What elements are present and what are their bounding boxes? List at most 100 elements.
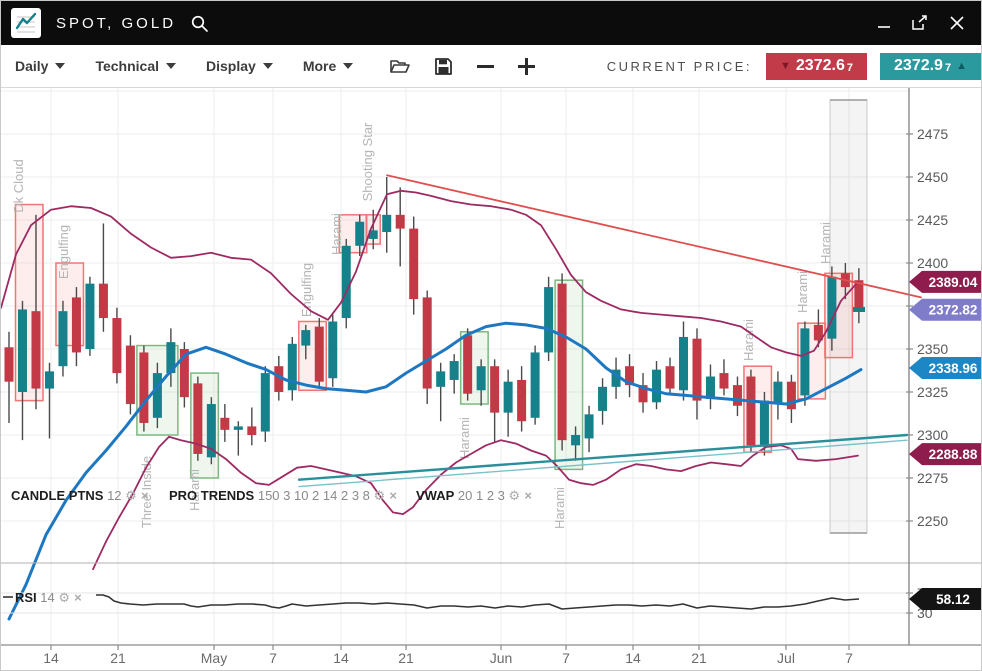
x-axis-label: 14 <box>43 650 59 666</box>
current-price-label: CURRENT PRICE: <box>606 58 752 74</box>
rsi-badge-value: 58.12 <box>936 592 970 607</box>
y-axis-label: 2300 <box>917 427 948 443</box>
candle-bull <box>503 381 513 413</box>
ask-price-badge: 2372.9 7 ▲ <box>880 52 981 80</box>
candle-bear <box>31 311 41 389</box>
y-axis-label: 2425 <box>917 212 948 228</box>
trendline <box>386 174 922 299</box>
chart-svg[interactable]: 2475245024252400237523502325230022752250… <box>1 88 982 671</box>
zoom-out-icon[interactable] <box>477 64 495 68</box>
candle-bear <box>193 383 203 454</box>
y-axis-label: 2350 <box>917 341 948 357</box>
indicator-label[interactable]: CANDLE PTNS 12 ⚙ × <box>11 488 149 504</box>
price-badge <box>909 356 981 379</box>
y-axis-label: 2325 <box>917 384 948 400</box>
bid-price-pip: 7 <box>846 61 853 74</box>
candle-bear <box>125 345 135 405</box>
indicator-label[interactable]: VWAP 20 1 2 3 ⚙ × <box>416 488 532 504</box>
close-icon: × <box>389 488 397 503</box>
y-axis-label: 2450 <box>917 169 948 185</box>
candle-bull <box>44 371 54 389</box>
menu-technical[interactable]: Technical <box>95 58 177 74</box>
last-price-tick <box>853 306 865 312</box>
candle-bear <box>139 352 149 423</box>
candle-bull <box>449 361 459 380</box>
menu-daily[interactable]: Daily <box>15 58 66 74</box>
y-axis-label: 2400 <box>917 255 948 271</box>
vwap-line <box>297 433 909 481</box>
candle-bull <box>800 328 810 396</box>
candle-bull <box>301 330 311 346</box>
chart-area[interactable]: 2475245024252400237523502325230022752250… <box>1 88 982 671</box>
menu-display[interactable]: Display <box>206 58 273 74</box>
search-icon[interactable] <box>190 14 209 33</box>
upper-band-line <box>1 189 859 357</box>
y-axis-label: 2250 <box>917 513 948 529</box>
open-file-icon[interactable] <box>389 57 411 75</box>
candle-bear <box>112 318 122 374</box>
pattern-annotation: Harami <box>818 222 833 264</box>
save-icon[interactable] <box>434 57 453 76</box>
zoom-in-icon[interactable] <box>518 57 536 75</box>
chevron-down-icon <box>343 63 354 69</box>
candle-bear <box>490 366 500 413</box>
arrow-down-icon: ▼ <box>780 59 791 72</box>
candle-bull <box>368 230 378 239</box>
candle-bear <box>719 373 729 389</box>
x-axis-label: 14 <box>333 650 349 666</box>
window-title: SPOT, GOLD <box>56 14 177 32</box>
chevron-down-icon <box>262 63 273 69</box>
menu-more-label: More <box>302 58 337 74</box>
chevron-down-icon <box>55 63 66 69</box>
menu-more[interactable]: More <box>302 58 354 74</box>
close-button[interactable] <box>949 15 965 31</box>
indicator-label[interactable]: RSI 14 ⚙ × <box>15 590 82 606</box>
x-axis-label: May <box>201 650 227 666</box>
candle-bear <box>220 417 230 430</box>
gear-icon: ⚙ <box>58 591 74 606</box>
price-badge-value: 2288.88 <box>929 447 978 462</box>
lower-band-line <box>92 435 859 571</box>
candle-bull <box>611 369 621 387</box>
pattern-annotation: Harami <box>552 487 567 529</box>
candle-bear <box>4 347 14 382</box>
gear-icon: ⚙ <box>125 489 141 504</box>
pattern-annotation: Shooting Star <box>360 122 375 201</box>
price-badge <box>909 270 981 293</box>
y-axis-label: 2475 <box>917 126 948 142</box>
pattern-annotation: Dk Cloud <box>11 159 26 212</box>
candle-bear <box>557 283 567 441</box>
x-axis-label: 21 <box>398 650 414 666</box>
vwap-band-line <box>298 439 908 488</box>
candle-bear <box>422 297 432 389</box>
candle-bear <box>854 280 864 310</box>
pattern-annotation: Engulfing <box>299 263 314 317</box>
indicator-label[interactable]: PRO TRENDS 150 3 10 2 14 2 3 8 ⚙ × <box>169 488 397 504</box>
candle-bull <box>584 414 594 439</box>
candle-bear <box>813 324 823 341</box>
candle-bear <box>98 283 108 319</box>
x-axis-label: 21 <box>691 650 707 666</box>
rsi-line <box>96 594 860 610</box>
arrow-up-icon: ▲ <box>956 59 967 72</box>
candle-bear <box>395 214 405 229</box>
x-axis-label: 7 <box>269 650 277 666</box>
candle-bear <box>247 426 257 435</box>
price-badge <box>909 298 981 321</box>
close-icon: × <box>141 488 149 503</box>
candle-bull <box>476 366 486 391</box>
close-icon: × <box>74 590 82 605</box>
candle-bull <box>436 371 446 387</box>
candle-bull <box>652 369 662 403</box>
candle-bull <box>166 342 176 374</box>
pattern-annotation: Engulfing <box>56 225 71 279</box>
candle-bull <box>328 321 338 379</box>
title-bar: SPOT, GOLD <box>1 1 981 45</box>
candle-bear <box>463 335 473 394</box>
minimize-button[interactable] <box>877 16 891 30</box>
popout-button[interactable] <box>911 15 929 31</box>
candle-bear <box>409 228 419 300</box>
price-badge-value: 2372.82 <box>929 303 978 318</box>
close-icon: × <box>524 488 532 503</box>
gear-icon: ⚙ <box>509 489 525 504</box>
